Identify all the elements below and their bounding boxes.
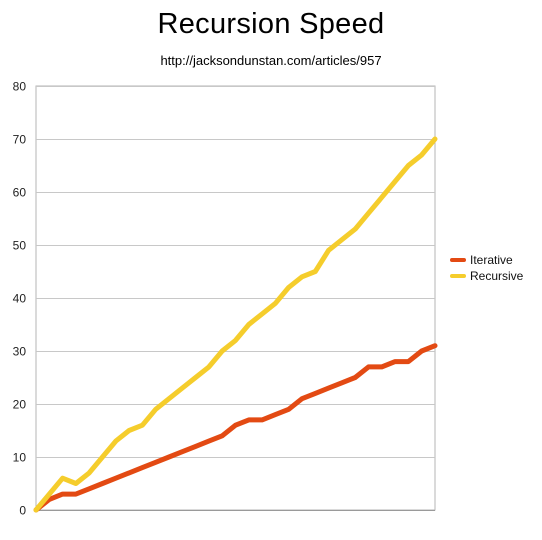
y-tick-label: 20 bbox=[13, 398, 27, 412]
y-tick-label: 60 bbox=[13, 186, 27, 200]
y-tick-label: 30 bbox=[13, 345, 27, 359]
y-tick-label: 70 bbox=[13, 133, 27, 147]
y-tick-label: 40 bbox=[13, 292, 27, 306]
y-tick-label: 50 bbox=[13, 239, 27, 253]
series-line-recursive bbox=[33, 136, 438, 513]
legend-label-recursive: Recursive bbox=[470, 269, 524, 283]
legend-label-iterative: Iterative bbox=[470, 253, 513, 267]
legend: Iterative Recursive bbox=[450, 253, 524, 283]
series-lines bbox=[33, 136, 438, 513]
series-line-iterative bbox=[33, 343, 438, 513]
chart-subtitle: http://jacksondunstan.com/articles/957 bbox=[160, 53, 382, 68]
y-axis-ticks: 0 10 20 30 40 50 60 70 80 bbox=[13, 80, 27, 518]
y-tick-label: 80 bbox=[13, 80, 27, 94]
y-tick-label: 0 bbox=[19, 504, 26, 518]
y-tick-label: 10 bbox=[13, 451, 27, 465]
chart-title: Recursion Speed bbox=[157, 8, 385, 40]
gridlines bbox=[35, 85, 436, 511]
